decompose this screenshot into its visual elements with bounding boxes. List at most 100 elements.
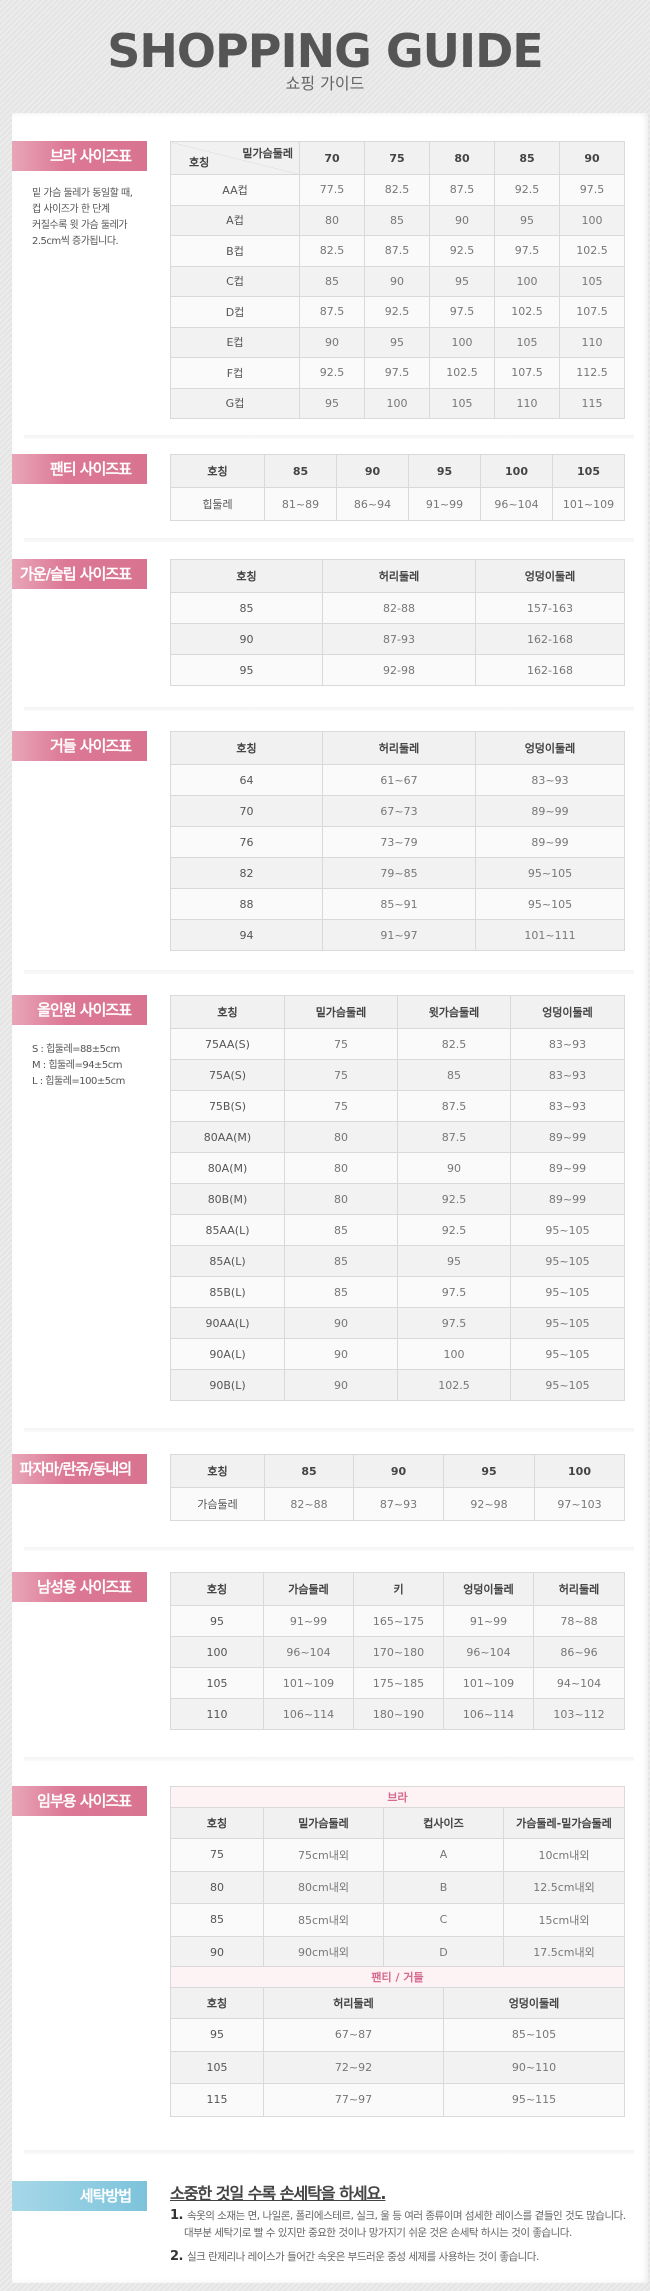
table-cell: 90 xyxy=(284,1338,398,1370)
row-label: 88 xyxy=(170,888,323,920)
table-cell: 95~105 xyxy=(475,888,625,920)
section-label-men: 남성용 사이즈표 xyxy=(12,1572,147,1602)
table-cell: 100 xyxy=(397,1338,511,1370)
table-cell: 92.5 xyxy=(364,296,430,328)
table-cell: 82.5 xyxy=(397,1028,511,1060)
table-row: 85A(L) 85 95 95~105 xyxy=(170,1245,625,1277)
subheader-panty-girdle: 팬티 / 거들 xyxy=(170,1966,625,1988)
column-header: 호칭 xyxy=(170,1807,264,1839)
table-cell: 97~103 xyxy=(534,1487,625,1521)
table-cell: 90 xyxy=(299,326,365,358)
row-label: B컵 xyxy=(170,235,300,267)
table-header-row: 호칭 허리둘레 엉덩이둘레 xyxy=(170,559,625,593)
table-cell: 97.5 xyxy=(397,1276,511,1308)
section-label-bra: 브라 사이즈표 xyxy=(12,141,147,171)
table-row: 115 77~97 95~115 xyxy=(170,2083,625,2117)
row-label: 75A(S) xyxy=(170,1059,285,1091)
table-cell: 90 xyxy=(284,1369,398,1401)
table-row: 75AA(S) 75 82.5 83~93 xyxy=(170,1028,625,1060)
table-cell: 95 xyxy=(494,204,560,236)
table-row: 90 87-93 162-168 xyxy=(170,623,625,655)
column-header: 90 xyxy=(353,1454,444,1488)
maternity-panty-table: 팬티 / 거들 호칭 허리둘레 엉덩이둘레 95 67~87 85~105 105 72~92… xyxy=(170,1966,625,2117)
row-label: D컵 xyxy=(170,296,300,328)
row-label: 95 xyxy=(170,2018,264,2052)
column-header: 엉덩이둘레 xyxy=(475,731,625,765)
column-header: 엉덩이둘레 xyxy=(510,995,625,1029)
table-cell: 97.5 xyxy=(397,1307,511,1339)
table-cell: 17.5cm내외 xyxy=(503,1935,625,1969)
table-cell: 107.5 xyxy=(494,357,560,389)
table-row: 76 73~79 89~99 xyxy=(170,826,625,858)
table-cell: 85 xyxy=(284,1245,398,1277)
table-row: 105 72~92 90~110 xyxy=(170,2050,625,2084)
table-row: 가슴둘레 82~88 87~93 92~98 97~103 xyxy=(170,1487,625,1521)
table-cell: 77~97 xyxy=(263,2083,444,2117)
table-cell: 83~93 xyxy=(475,764,625,796)
table-cell: 82-88 xyxy=(322,592,476,624)
table-cell: 87.5 xyxy=(299,296,365,328)
table-row: 90AA(L) 90 97.5 95~105 xyxy=(170,1307,625,1339)
table-row: 82 79~85 95~105 xyxy=(170,857,625,889)
column-header: 허리둘레 xyxy=(263,1987,444,2019)
divider xyxy=(24,1428,634,1432)
table-cell: 92-98 xyxy=(322,654,476,686)
table-cell: 101~109 xyxy=(443,1667,534,1699)
table-cell: 95 xyxy=(429,265,495,297)
table-cell: 95~105 xyxy=(510,1369,625,1401)
section-label-girdle: 거들 사이즈표 xyxy=(12,731,147,761)
table-cell: 67~87 xyxy=(263,2018,444,2052)
table-cell: 97.5 xyxy=(429,296,495,328)
gown-slip-size-table: 호칭 허리둘레 엉덩이둘레 85 82-88 157-163 90 87-93 162-168 9… xyxy=(170,559,625,686)
row-label: 94 xyxy=(170,919,323,951)
table-cell: 92.5 xyxy=(397,1183,511,1215)
table-row: 75B(S) 75 87.5 83~93 xyxy=(170,1090,625,1122)
table-cell: 96~104 xyxy=(480,487,553,521)
item-number: 2. xyxy=(170,2249,183,2264)
table-cell: B xyxy=(383,1870,504,1904)
column-header: 95 xyxy=(443,1454,535,1488)
column-header: 95 xyxy=(408,454,481,488)
table-header-row: 밑가슴둘레 호칭 70 75 80 85 90 xyxy=(170,141,625,175)
divider xyxy=(24,1757,634,1761)
table-cell: 105 xyxy=(429,387,495,419)
table-cell: 95~115 xyxy=(443,2083,625,2117)
washing-item: 1. 속옷의 소재는 면, 나일론, 폴리에스테르, 실크, 울 등 여러 종류이… xyxy=(170,2207,626,2242)
column-header: 호칭 xyxy=(170,559,323,593)
table-row: A컵 80 85 90 95 100 xyxy=(170,204,625,236)
table-cell: 162-168 xyxy=(475,654,625,686)
table-row: 64 61~67 83~93 xyxy=(170,764,625,796)
row-label: 가슴둘레 xyxy=(170,1487,265,1521)
table-cell: 92~98 xyxy=(443,1487,535,1521)
table-cell: 115 xyxy=(559,387,625,419)
table-cell: 91~99 xyxy=(263,1605,354,1637)
table-cell: 97.5 xyxy=(559,174,625,206)
note-line: 컵 사이즈가 한 단계 xyxy=(32,204,110,215)
table-cell: 82.5 xyxy=(299,235,365,267)
table-cell: 170~180 xyxy=(353,1636,444,1668)
table-cell: 87-93 xyxy=(322,623,476,655)
column-header: 가슴둘레-밑가슴둘레 xyxy=(503,1807,625,1839)
table-cell: 83~93 xyxy=(510,1028,625,1060)
note-line: 2.5cm씩 증가됩니다. xyxy=(32,236,119,247)
table-cell: 85 xyxy=(397,1059,511,1091)
table-cell: 87.5 xyxy=(397,1090,511,1122)
table-cell: 102.5 xyxy=(559,235,625,267)
maternity-bra-table: 브라 호칭 밑가슴둘레 컵사이즈 가슴둘레-밑가슴둘레 75 75cm내외 A 10cm내외 8… xyxy=(170,1786,625,1969)
table-row: 105 101~109 175~185 101~109 94~104 xyxy=(170,1667,625,1699)
row-label: AA컵 xyxy=(170,174,300,206)
table-cell: 80 xyxy=(284,1183,398,1215)
row-label: 90B(L) xyxy=(170,1369,285,1401)
note-line: 밑 가슴 둘레가 동일할 때, xyxy=(32,188,133,199)
table-cell: 91~99 xyxy=(443,1605,534,1637)
table-cell: 92.5 xyxy=(397,1214,511,1246)
table-cell: 73~79 xyxy=(322,826,476,858)
men-size-table: 호칭 가슴둘레 키 엉덩이둘레 허리둘레 95 91~99 165~175 91~99 78~88… xyxy=(170,1572,625,1730)
section-label-panty: 팬티 사이즈표 xyxy=(12,454,147,484)
corner-bottom-label: 호칭 xyxy=(189,156,210,169)
table-cell: 67~73 xyxy=(322,795,476,827)
column-header: 허리둘레 xyxy=(533,1572,625,1606)
column-header: 허리둘레 xyxy=(322,731,476,765)
row-label: 110 xyxy=(170,1698,264,1730)
row-label: 90 xyxy=(170,623,323,655)
